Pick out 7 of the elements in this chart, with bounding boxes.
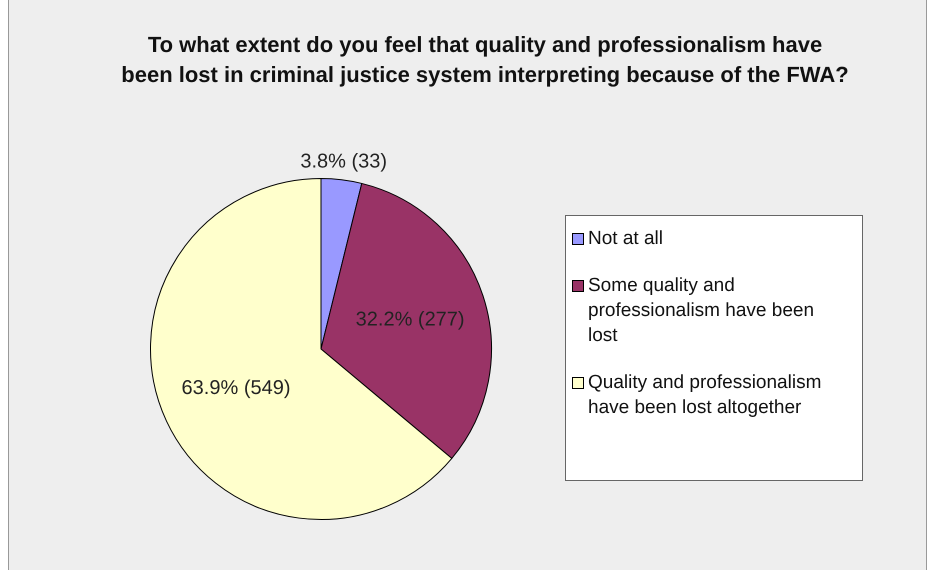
legend-label: Not at all bbox=[588, 227, 663, 251]
chart-title: To what extent do you feel that quality and professionalism have been lost in criminal justice system interpreting because of the FWA? bbox=[120, 31, 850, 89]
data-label: 3.8% (33) bbox=[300, 150, 388, 172]
legend-label: Quality and professionalism have been lost altogether bbox=[588, 371, 822, 420]
legend-label: Some quality and professionalism have been lost bbox=[588, 274, 816, 348]
data-label: 32.2% (277) bbox=[356, 308, 465, 330]
data-label: 63.9% (549) bbox=[182, 377, 291, 400]
